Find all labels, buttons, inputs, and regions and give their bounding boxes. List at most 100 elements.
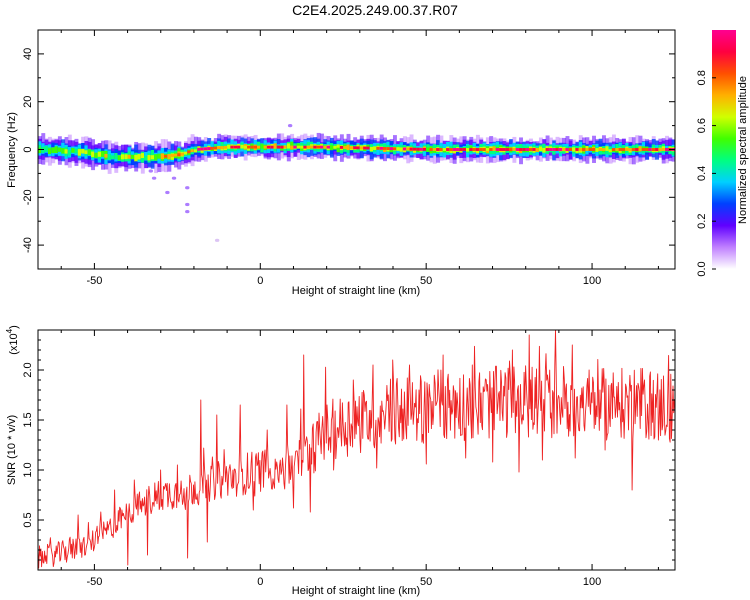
spectrogram-cell [124,154,129,160]
spectrogram-cell [552,148,556,151]
spectrogram-cell [416,147,420,151]
spectrogram-cell [519,148,523,151]
spectrogram-cell [333,145,337,149]
spectrogram-cell [509,148,513,151]
spectrogram-cell [137,154,142,160]
y-tick-label: 1.0 [22,462,34,477]
spectrogram-panel: -50 0 50 100 -40 -20 0 20 40 Height of straight… [6,29,676,297]
spectrogram-cell [376,146,381,150]
spectrogram-cell [167,154,172,160]
spectrogram-cell [74,148,79,154]
spectrogram-cell [548,148,553,151]
spectrogram-cell [260,144,265,149]
spectrogram-cell [71,148,76,153]
spectrogram-cell [210,146,215,150]
spectrogram-y-ticks: -40 -20 0 20 40 [22,29,675,270]
spectrogram-cell [598,148,603,151]
spectrogram-outlier [148,169,154,173]
spectrogram-cell [250,145,255,149]
spectrogram-cell [220,146,225,150]
spectrogram-cell [369,146,374,152]
spectrogram-cell [84,150,89,154]
spectrogram-cell [661,148,666,151]
spectrogram-cell [532,148,537,151]
svg-text:(x104): (x104) [5,325,20,355]
x-tick-label: 100 [583,275,601,287]
spectrogram-cell [107,154,112,160]
spectrogram-cell [190,149,195,153]
spectrogram-cell [130,154,135,159]
spectrogram-cell [183,151,188,155]
spectrogram-cell [296,145,301,149]
spectrogram-cell [310,145,314,149]
spectrogram-cell [101,150,105,157]
spectrogram-cell [608,149,613,153]
spectrogram-cell [300,145,304,149]
spectrogram-cell [61,148,66,154]
x-tick-label: 100 [583,576,601,588]
spectrogram-cell [392,147,397,151]
spectrogram-cell [313,145,318,149]
colorbar-tick-label: 0.2 [696,214,708,229]
snr-scale-factor: (x104) [5,325,20,355]
spectrogram-cell [273,145,278,149]
spectrogram-cell [290,145,294,149]
spectrogram-cell [575,148,580,151]
spectrogram-outlier [185,202,190,207]
spectrogram-cell [585,148,590,151]
spectrogram-cell [247,145,251,149]
spectrogram-outlier [185,210,190,214]
spectrogram-cell [479,148,483,151]
spectrogram-cell [193,149,198,153]
spectrogram-cell [207,147,211,150]
spectrogram-cell [67,149,72,156]
spectrogram-cell [200,147,205,151]
spectrogram-cell [91,151,96,158]
colorbar-label: Normalized spectral amplitude [737,76,749,224]
spectrogram-cell [426,147,431,152]
spectrogram-cell [383,147,387,150]
spectrogram-cell [120,154,125,160]
spectrogram-cell [525,148,530,151]
spectrogram-cell [558,148,563,151]
spectrogram-cell [243,145,248,149]
spectrogram-cell [631,148,636,151]
spectrogram-cell [164,154,168,158]
spectrogram-cell [432,148,437,151]
spectrogram-cell [456,148,460,151]
spectrogram-cell [150,155,155,160]
spectrogram-cell [386,147,391,150]
spectrogram-cell [459,148,464,151]
spectrogram-cell [339,145,344,149]
spectrogram-outlier [165,190,170,195]
x-tick-label: 0 [257,576,263,588]
spectrogram-cell [303,145,308,149]
spectrogram-outlier [185,186,190,190]
spectrogram-cell [618,148,623,151]
snr-y-axis-label: SNR (10 * v/v) [6,415,18,485]
spectrogram-cell [402,147,407,151]
spectrogram-cell [565,148,570,151]
spectrogram-cell [635,148,639,151]
spectrogram-cell [429,148,434,151]
spectrogram-cell [542,148,547,151]
x-tick-label: 50 [420,576,432,588]
spectrogram-cell [592,148,596,151]
spectrogram-cell [336,144,341,148]
spectrogram-cell [645,148,649,151]
colorbar-gradient [712,30,736,269]
spectrogram-cell [412,147,417,151]
x-tick-label: 50 [420,275,432,287]
spectrogram-cell [648,148,653,151]
colorbar: 0.0 0.2 0.4 0.6 0.8 Normalized spectral ampl… [696,30,749,277]
spectrogram-cell [512,148,517,151]
spectrogram-outlier [171,176,177,180]
snr-frame [37,329,676,571]
spectrogram-cell [665,148,669,151]
spectrogram-cell [651,148,656,151]
spectrogram-cell [588,148,593,151]
spectrogram-cell [51,147,56,154]
spectrogram-cell [535,148,540,151]
spectrogram-cell [286,143,291,149]
spectrogram-cell [64,149,69,154]
